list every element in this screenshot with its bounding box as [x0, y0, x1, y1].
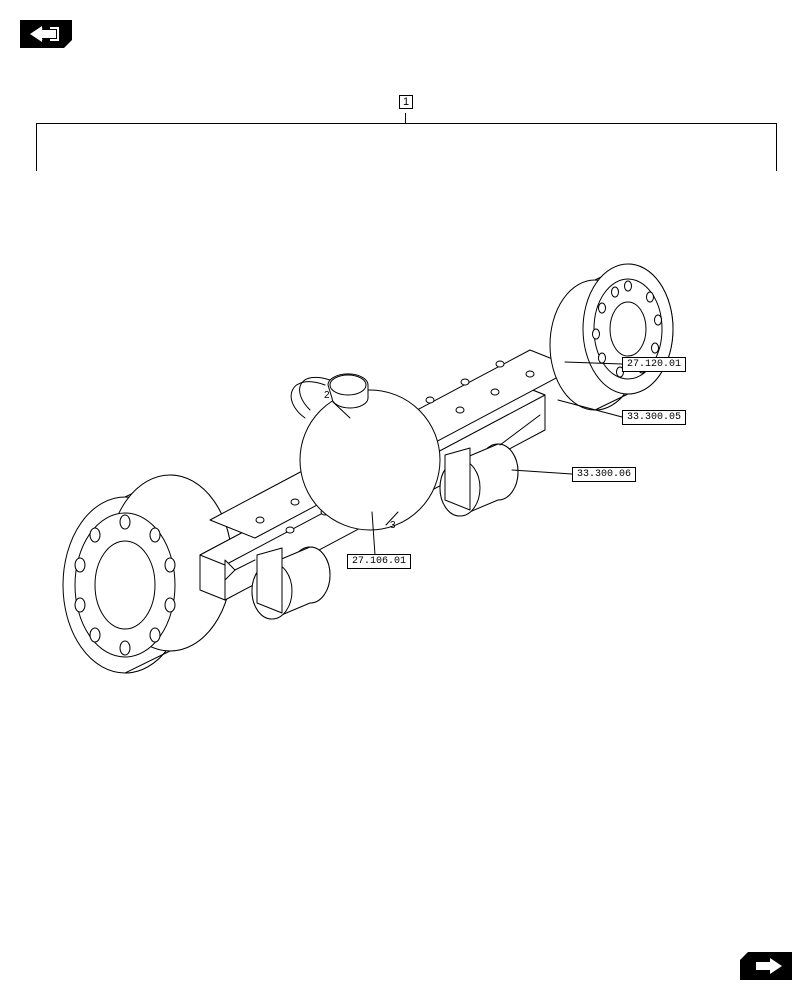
rear-axle-diagram	[0, 0, 812, 1000]
part-mark-2: 2	[324, 390, 330, 401]
part-mark-3: 3	[390, 520, 396, 531]
callout-27-106-01: 27.106.01	[347, 554, 411, 569]
callout-33-300-05: 33.300.05	[622, 410, 686, 425]
callout-27-120-01: 27.120.01	[622, 357, 686, 372]
callout-33-300-06: 33.300.06	[572, 467, 636, 482]
